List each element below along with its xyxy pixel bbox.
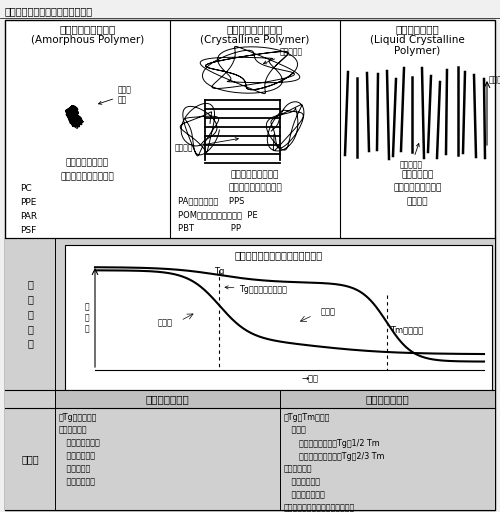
Text: PC
PPE
PAR
PSF: PC PPE PAR PSF — [20, 184, 37, 234]
Text: 粘
弾
的
挙
動: 粘 弾 的 挙 動 — [27, 280, 33, 349]
Text: ・TgとTmが存在
   経験則
      対称性ポリマー：Tg＝1/2 Tm
      非対称性ポリマー：Tg＝2/3 Tm
・一般的性質
   流動性　: ・TgとTmが存在 経験則 対称性ポリマー：Tg＝1/2 Tm 非対称性ポリマー… — [284, 413, 384, 512]
Text: （プラスチックの例）: （プラスチックの例） — [228, 183, 282, 192]
Text: ・Tgのみが存在
・一般的性質
   耐衝撃性　良好
   透明性　良好
   異方性　小
   成形収縮　小: ・Tgのみが存在 ・一般的性質 耐衝撃性 良好 透明性 良好 異方性 小 成形収… — [59, 413, 100, 486]
Text: （プラスチックの例）: （プラスチックの例） — [60, 172, 114, 181]
Text: 結晶組織: 結晶組織 — [175, 138, 238, 153]
Bar — [55, 390, 280, 408]
Text: （折りたたみ構造）: （折りたたみ構造） — [231, 170, 279, 179]
Text: 結晶性ポリマー: 結晶性ポリマー — [366, 394, 410, 404]
Text: Tg: Tg — [214, 267, 224, 276]
Text: （ランダム構造）: （ランダム構造） — [66, 158, 109, 167]
Text: Tm（融点）: Tm（融点） — [390, 326, 423, 335]
Text: (Amorphous Polymer): (Amorphous Polymer) — [31, 35, 144, 45]
Text: Polymer): Polymer) — [394, 46, 440, 56]
Text: 図　熱可塑性プラスチックの分類: 図 熱可塑性プラスチックの分類 — [5, 6, 93, 16]
Text: 液晶性ポリマー: 液晶性ポリマー — [396, 24, 440, 34]
Text: PA（ナイロン）    PPS
POM（ポリアセタール）  PE
PBT              PP: PA（ナイロン） PPS POM（ポリアセタール） PE PBT PP — [178, 196, 258, 233]
Text: 結晶性: 結晶性 — [158, 318, 172, 327]
Text: 結晶性プラスチック: 結晶性プラスチック — [227, 24, 283, 34]
Bar — [5, 238, 495, 510]
Text: Tg（ガラス転移点）: Tg（ガラス転移点） — [225, 285, 288, 294]
Bar — [280, 390, 495, 408]
Text: 図　温度変化による高分子の挙動: 図 温度変化による高分子の挙動 — [234, 250, 322, 260]
Text: 弾
性
率: 弾 性 率 — [84, 302, 89, 333]
Text: 流れ方向: 流れ方向 — [489, 75, 500, 84]
Text: 非晶性: 非晶性 — [320, 308, 336, 317]
Text: →温度: →温度 — [301, 374, 318, 383]
Text: (Crystalline Polymer): (Crystalline Polymer) — [200, 35, 310, 45]
Text: 特　徴: 特 徴 — [21, 454, 39, 464]
Text: 非晶性プラスチック: 非晶性プラスチック — [60, 24, 116, 34]
Text: フィブリル: フィブリル — [400, 143, 423, 169]
Text: 非晶性ポリマー: 非晶性ポリマー — [146, 394, 190, 404]
Text: 芳香族ポリエステル
アラミド: 芳香族ポリエステル アラミド — [394, 183, 442, 206]
Text: (Liquid Crystalline: (Liquid Crystalline — [370, 35, 465, 45]
Text: 無定形
分子: 無定形 分子 — [98, 86, 132, 104]
Text: （配向構造）: （配向構造） — [402, 170, 434, 179]
Text: 無定形分子: 無定形分子 — [264, 48, 303, 64]
Bar — [65, 245, 492, 390]
